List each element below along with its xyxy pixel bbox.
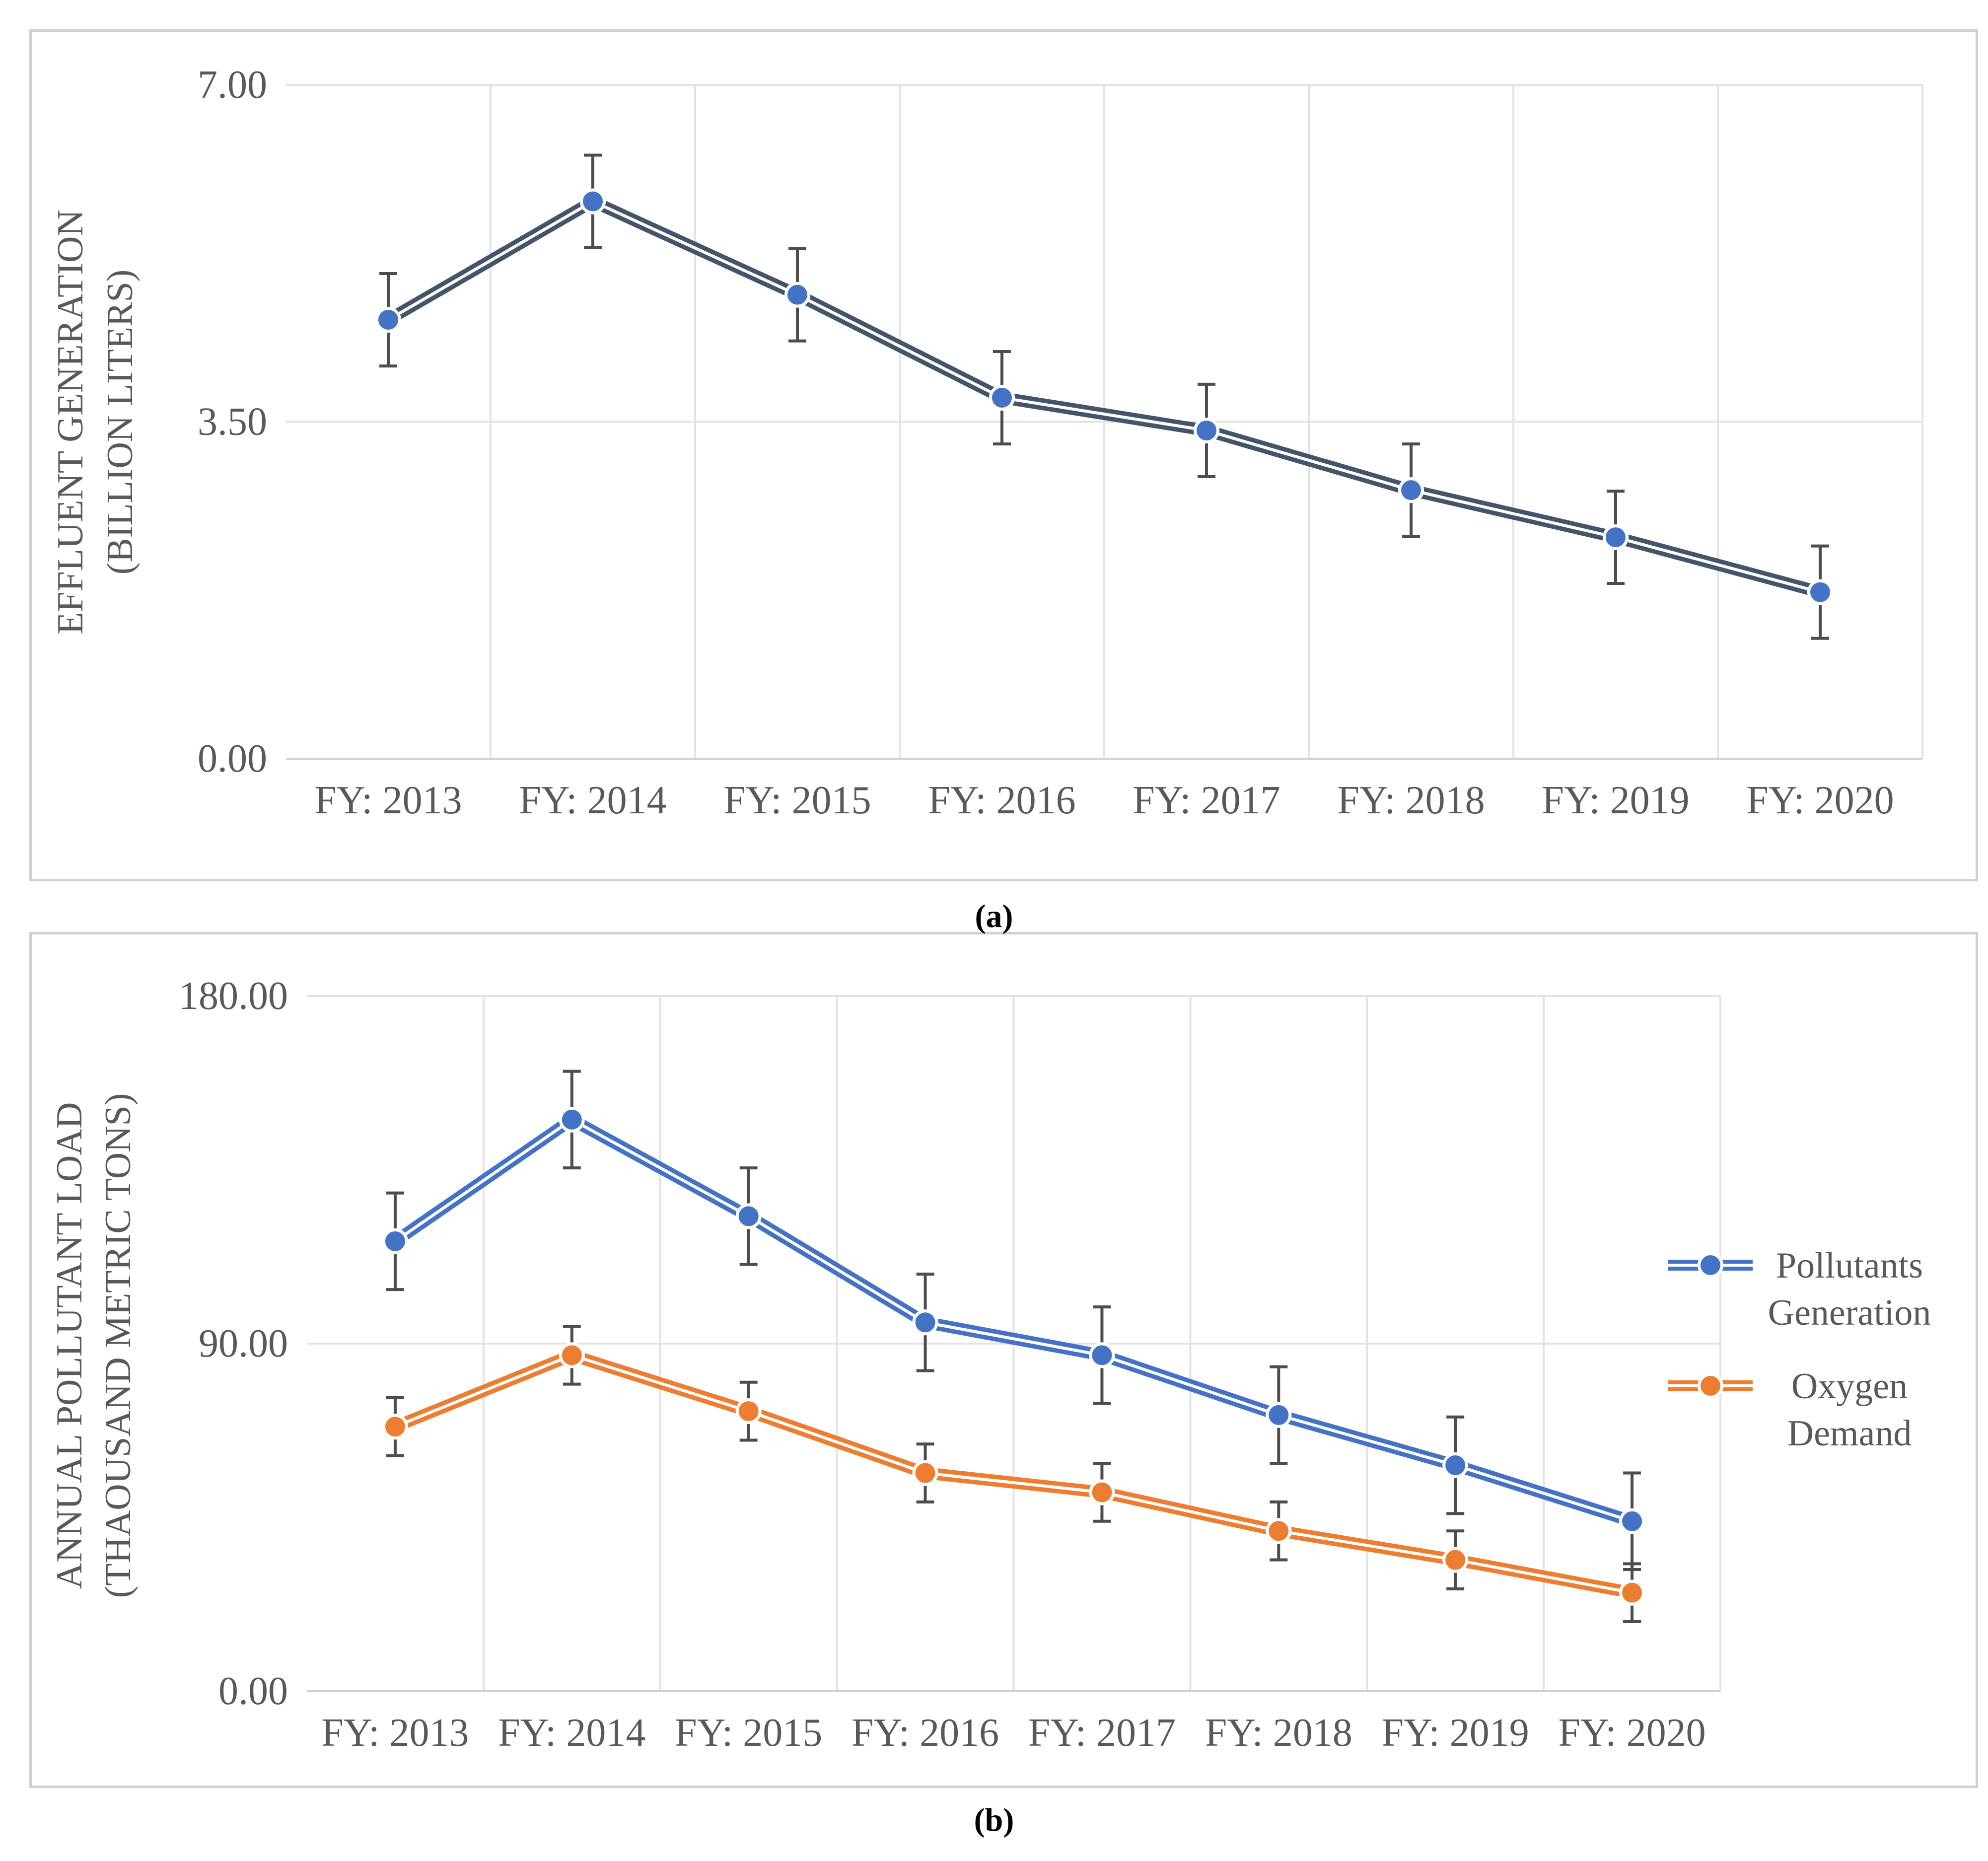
chart-b-frame (29, 932, 1978, 1788)
chart-a-frame (29, 29, 1978, 881)
caption-b: (b) (974, 1802, 1014, 1838)
caption-a: (a) (975, 898, 1013, 934)
